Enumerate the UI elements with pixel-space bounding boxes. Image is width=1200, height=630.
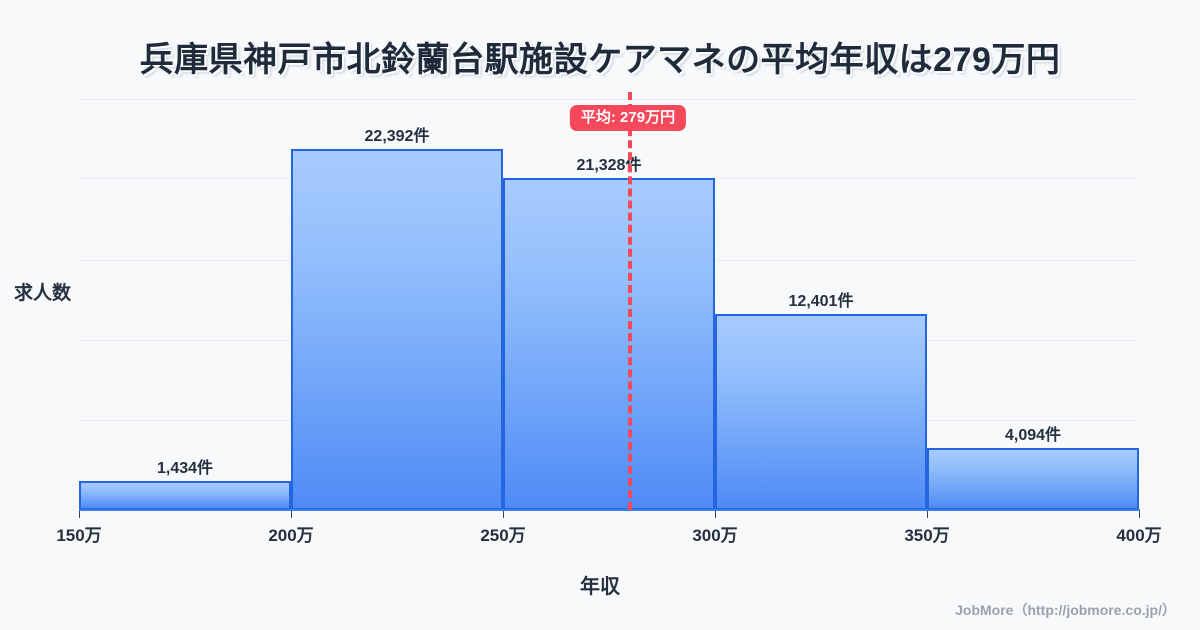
y-axis-title: 求人数 [14,283,72,304]
bar-bin-4[interactable] [927,448,1139,510]
plot-area: 1,434件 22,392件 21,328件 12,401件 4,094件 [79,92,1139,510]
bar-bin-2[interactable] [503,178,715,510]
x-tick-label: 300万 [692,526,738,545]
x-tick [79,511,80,518]
x-axis-title: 年収 [580,576,620,598]
x-tick [291,511,292,518]
average-line [628,92,632,510]
x-axis-line [79,509,1140,511]
x-tick [927,511,928,518]
bar-value-label: 4,094件 [1004,427,1062,444]
bar-value-label: 12,401件 [788,293,854,310]
x-tick [503,511,504,518]
x-tick [1139,511,1140,518]
x-tick-label: 200万 [268,526,314,545]
gridline [79,99,1139,100]
x-tick-label: 250万 [480,526,526,545]
average-badge: 平均: 279万円 [569,105,687,131]
bar-bin-3[interactable] [715,314,927,510]
x-tick-label: 150万 [56,526,102,545]
bar-bin-1[interactable] [291,149,503,510]
x-axis-ticks: 150万 200万 250万 300万 350万 400万 [0,511,1200,551]
chart-title: 兵庫県神戸市北鈴蘭台駅施設ケアマネの平均年収は279万円 [139,41,1061,79]
bar-value-label: 22,392件 [364,128,430,145]
bar-value-label: 1,434件 [156,460,214,477]
x-tick-label: 400万 [1116,526,1162,545]
bar-value-label: 21,328件 [576,157,642,174]
x-tick-label: 350万 [904,526,950,545]
bar-bin-0[interactable] [79,481,291,510]
x-tick [715,511,716,518]
footer-credit: JobMore（http://jobmore.co.jp/） [955,602,1176,618]
